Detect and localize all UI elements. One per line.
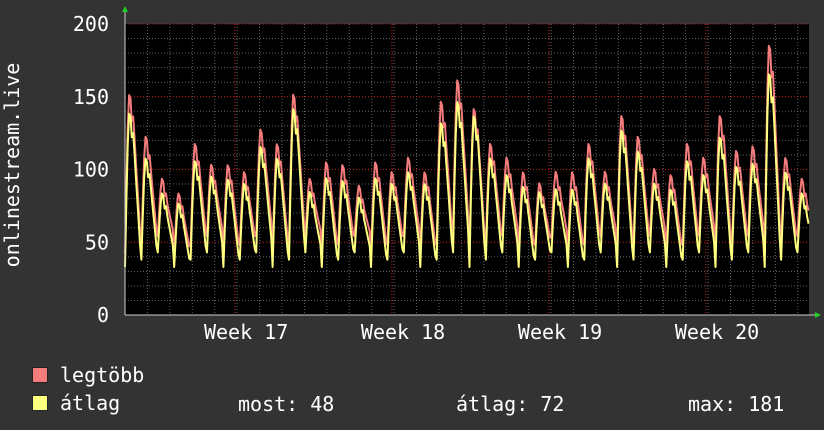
y-axis-arrow [122,6,128,12]
y-tick-label: 50 [85,230,109,254]
x-axis-arrow [815,312,821,318]
y-tick-label: 150 [73,85,109,109]
chart-svg: 0 50 100 150 200 Week 17 Week 18 Week 19 Week 20… [0,6,821,344]
stat-average: átlag: 72 [456,392,565,416]
x-tick-label: Week 19 [518,320,602,344]
y-tick-label: 200 [73,12,109,36]
tick-labels: 0 50 100 150 200 Week 17 Week 18 Week 19 Week 20 [73,12,759,344]
x-tick-label: Week 17 [204,320,288,344]
y-tick-label: 100 [73,158,109,182]
stat-max: max: 181 [688,392,785,416]
x-tick-label: Week 18 [361,320,445,344]
legend-item-max: legtöbb [32,363,145,387]
series-lines [124,44,810,268]
legend-swatch-max [32,367,48,383]
series-line-max [124,44,810,255]
stat-current: most: 48 [238,392,335,416]
legend-label-avg: átlag [60,391,121,415]
legend-item-avg: átlag [32,391,121,415]
series-line-avg [124,73,810,268]
grid [125,23,809,315]
axes [122,6,821,318]
y-tick-label: 0 [97,303,109,327]
y-axis-label: onlinestream.live [0,63,24,268]
x-tick-label: Week 20 [675,320,759,344]
legend-swatch-avg [32,395,48,411]
legend-label-max: legtöbb [60,363,145,387]
